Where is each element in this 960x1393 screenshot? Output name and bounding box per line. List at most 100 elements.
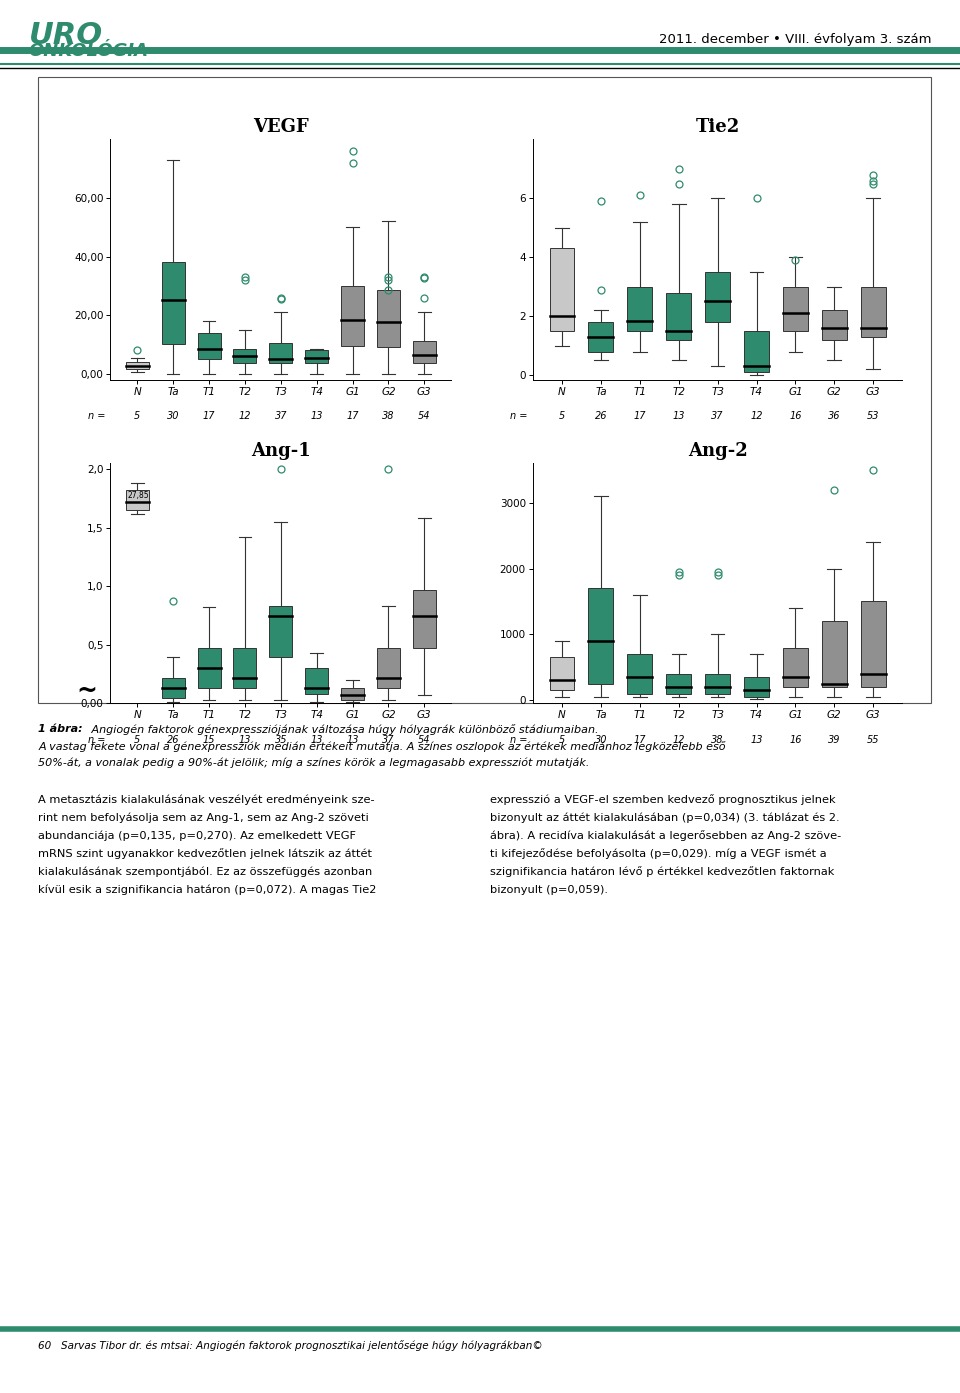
Bar [549,657,574,691]
Text: 17: 17 [634,734,646,745]
Title: Tie2: Tie2 [695,118,740,137]
Bar [161,677,184,698]
Text: ~: ~ [76,678,97,702]
Bar [341,688,364,699]
Bar [126,490,149,510]
Text: bizonyult az áttét kialakulásában (p=0,034) (3. táblázat és 2.: bizonyult az áttét kialakulásában (p=0,0… [490,812,839,823]
Title: VEGF: VEGF [252,118,309,137]
Text: 16: 16 [789,411,802,421]
Bar [822,621,847,687]
Bar [666,674,691,694]
Text: 37: 37 [382,734,395,745]
Text: 54: 54 [418,734,430,745]
Text: 13: 13 [347,734,359,745]
Text: kívül esik a szignifikancia határon (p=0,072). A magas Tie2: kívül esik a szignifikancia határon (p=0… [38,885,376,896]
Text: 13: 13 [672,411,684,421]
Bar [161,262,184,344]
Bar [233,348,256,364]
Text: rint nem befolyásolja sem az Ang-1, sem az Ang-2 szöveti: rint nem befolyásolja sem az Ang-1, sem … [38,812,370,823]
Text: ONKOLÓGIA: ONKOLÓGIA [29,42,149,60]
Text: abundanciája (p=0,135, p=0,270). Az emelkedett VEGF: abundanciája (p=0,135, p=0,270). Az emel… [38,830,356,841]
Bar [588,322,613,351]
Text: n =: n = [511,734,531,745]
Text: 36: 36 [828,411,841,421]
Text: kialakulásának szempontjából. Ez az összefüggés azonban: kialakulásának szempontjából. Ez az össz… [38,866,372,878]
Text: 13: 13 [310,734,323,745]
Bar [549,248,574,332]
Bar [341,286,364,345]
Bar [861,287,886,337]
Text: 5: 5 [134,411,140,421]
Text: 54: 54 [418,411,430,421]
Text: 12: 12 [751,411,763,421]
Text: 37: 37 [275,411,287,421]
Bar [783,648,808,687]
Text: 17: 17 [203,411,215,421]
Text: 35: 35 [275,734,287,745]
Text: 1 ábra:: 1 ábra: [38,724,83,734]
Bar [822,311,847,340]
Bar [413,341,436,364]
Text: 39: 39 [828,734,841,745]
Text: 37: 37 [711,411,724,421]
Text: 15: 15 [203,734,215,745]
Text: ábra). A recidíva kialakulását a legerősebben az Ang-2 szöve-: ábra). A recidíva kialakulását a legerős… [490,830,841,841]
Title: Ang-1: Ang-1 [251,442,311,460]
Text: 12: 12 [672,734,684,745]
Text: 26: 26 [594,411,607,421]
Text: 16: 16 [789,734,802,745]
Bar [198,648,221,688]
Title: Ang-2: Ang-2 [687,442,748,460]
Text: 53: 53 [867,411,879,421]
Bar [706,272,730,322]
Bar [270,343,292,364]
Text: n =: n = [88,411,108,421]
Text: 38: 38 [711,734,724,745]
Text: 30: 30 [167,411,180,421]
Bar [627,287,652,332]
Text: expresszió a VEGF-el szemben kedvező prognosztikus jelnek: expresszió a VEGF-el szemben kedvező pro… [490,794,835,805]
Text: 30: 30 [594,734,607,745]
Text: 12: 12 [239,411,252,421]
Text: mRNS szint ugyanakkor kedvezőtlen jelnek látszik az áttét: mRNS szint ugyanakkor kedvezőtlen jelnek… [38,848,372,859]
Text: 13: 13 [310,411,323,421]
Bar [377,290,400,347]
Text: 50%-át, a vonalak pedig a 90%-át jelölik; míg a színes körök a legmagasabb expre: 50%-át, a vonalak pedig a 90%-át jelölik… [38,758,589,769]
Text: 17: 17 [634,411,646,421]
Text: 60   Sarvas Tibor dr. és mtsai: Angiogén faktorok prognosztikai jelentősége húgy: 60 Sarvas Tibor dr. és mtsai: Angiogén f… [38,1340,543,1351]
Bar [627,655,652,694]
Text: 5: 5 [134,734,140,745]
Bar [744,332,769,372]
Text: 2011. december • VIII. évfolyam 3. szám: 2011. december • VIII. évfolyam 3. szám [659,32,931,46]
Bar [706,674,730,694]
Text: ti kifejeződése befolyásolta (p=0,029). míg a VEGF ismét a: ti kifejeződése befolyásolta (p=0,029). … [490,848,827,859]
Text: 13: 13 [239,734,252,745]
Bar [588,588,613,684]
Bar [233,648,256,688]
Bar [377,648,400,688]
Text: 13: 13 [751,734,763,745]
Text: URO: URO [29,21,103,50]
Text: 26: 26 [167,734,180,745]
Bar [198,333,221,359]
Bar [861,602,886,687]
Bar [126,362,149,369]
Text: 5: 5 [559,734,565,745]
Bar [413,589,436,648]
Bar [270,606,292,656]
Text: 27,85: 27,85 [128,490,149,500]
Bar [783,287,808,332]
Bar [305,669,328,694]
Text: szignifikancia határon lévő p értékkel kedvezőtlen faktornak: szignifikancia határon lévő p értékkel k… [490,866,834,878]
Text: A metasztázis kialakulásának veszélyét eredményeink sze-: A metasztázis kialakulásának veszélyét e… [38,794,375,805]
Text: Angiogén faktorok génexpressziójának változása húgy hólyagrák különböző stádiuma: Angiogén faktorok génexpressziójának vál… [88,724,599,736]
Text: bizonyult (p=0,059).: bizonyult (p=0,059). [490,885,608,894]
Text: A vastag fekete vonal a génexpressziók medián értékeit mutatja. A színes oszlopo: A vastag fekete vonal a génexpressziók m… [38,741,726,752]
Text: n =: n = [511,411,531,421]
Bar [305,350,328,364]
Text: 5: 5 [559,411,565,421]
Text: 38: 38 [382,411,395,421]
Bar [744,677,769,696]
Text: 55: 55 [867,734,879,745]
Text: 17: 17 [347,411,359,421]
